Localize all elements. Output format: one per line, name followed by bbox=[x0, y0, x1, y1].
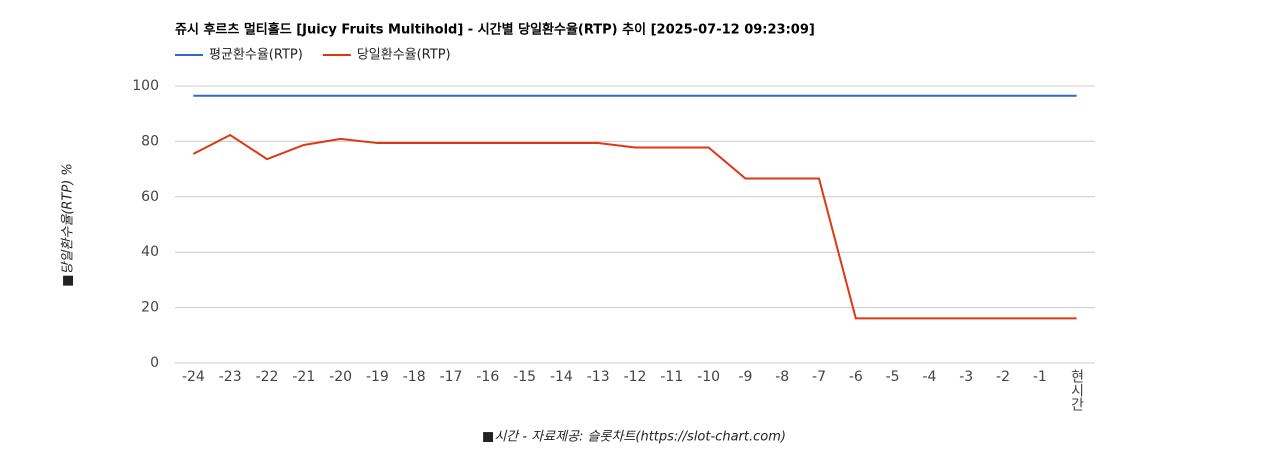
x-tick-label: -11 bbox=[660, 369, 683, 385]
y-tick-label: 80 bbox=[141, 133, 159, 149]
x-tick-label: -19 bbox=[366, 369, 389, 385]
x-tick-label: -3 bbox=[959, 369, 973, 385]
x-tick-label: -4 bbox=[922, 369, 936, 385]
x-tick-label: -8 bbox=[775, 369, 789, 385]
x-tick-label: -14 bbox=[550, 369, 573, 385]
x-tick-label: -21 bbox=[292, 369, 315, 385]
x-axis-title: ■시간 - 자료제공: 슬롯차트(https://slot-chart.com) bbox=[482, 430, 786, 445]
x-tick-label: -24 bbox=[182, 369, 205, 385]
x-tick-label: -5 bbox=[886, 369, 900, 385]
legend-label: 당일환수율(RTP) bbox=[357, 48, 451, 63]
y-tick-label: 60 bbox=[141, 189, 159, 205]
x-tick-label: 현시간 bbox=[1069, 369, 1085, 411]
series-line bbox=[192, 133, 1077, 320]
x-tick-label: -1 bbox=[1033, 369, 1047, 385]
x-tick-label: -23 bbox=[219, 369, 242, 385]
x-tick-label: -12 bbox=[624, 369, 647, 385]
x-tick-label: -7 bbox=[812, 369, 826, 385]
x-tick-label: -9 bbox=[738, 369, 752, 385]
y-tick-label: 20 bbox=[141, 300, 159, 316]
y-tick-label: 0 bbox=[150, 355, 159, 371]
x-tick-label: -2 bbox=[996, 369, 1010, 385]
y-tick-label: 100 bbox=[132, 78, 159, 94]
x-tick-label: -18 bbox=[403, 369, 426, 385]
y-axis-title: ■당일환수율(RTP) % bbox=[61, 163, 76, 287]
x-tick-label: -17 bbox=[440, 369, 463, 385]
x-tick-label: -20 bbox=[329, 369, 352, 385]
chart-title: 쥬시 후르츠 멀티홀드 [Juicy Fruits Multihold] - 시… bbox=[175, 22, 815, 38]
x-tick-label: -22 bbox=[256, 369, 279, 385]
x-tick-label: -16 bbox=[476, 369, 499, 385]
x-tick-label: -13 bbox=[587, 369, 610, 385]
x-tick-label: -15 bbox=[513, 369, 536, 385]
legend-label: 평균환수율(RTP) bbox=[209, 48, 303, 63]
x-tick-label: -6 bbox=[849, 369, 863, 385]
y-tick-label: 40 bbox=[141, 244, 159, 260]
x-tick-label: -10 bbox=[697, 369, 720, 385]
